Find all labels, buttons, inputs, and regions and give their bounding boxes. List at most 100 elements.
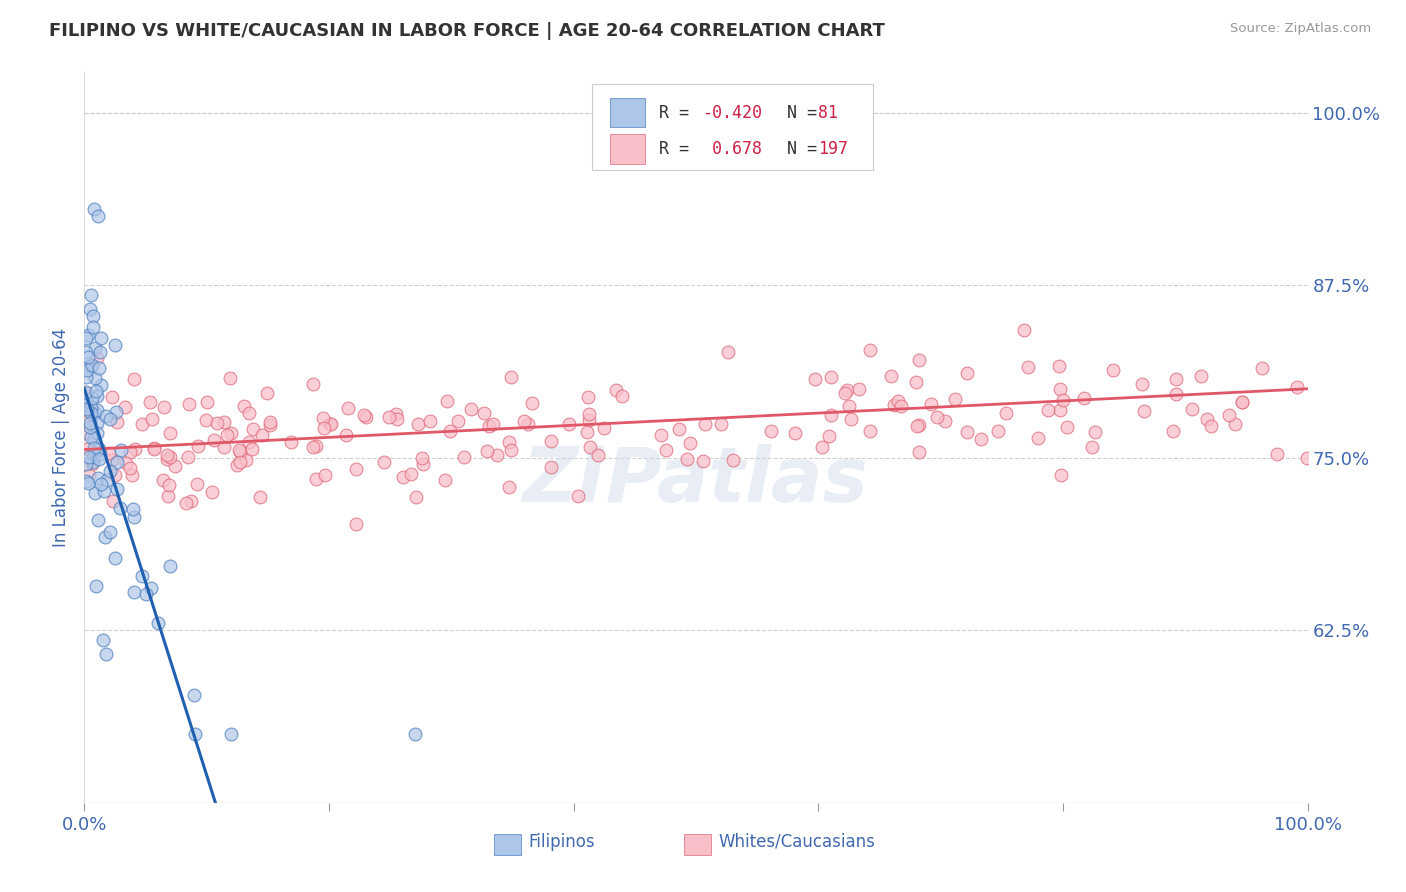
Point [804,372,827,386]
Text: R =: R = [659,140,699,158]
Point [207,416,229,430]
Point [834,386,856,401]
Point [79,430,101,444]
Text: ZIPatlas: ZIPatlas [523,444,869,518]
Point [157,478,180,492]
Point [82,309,104,323]
Point [1265,447,1288,461]
Point [148,615,170,630]
Point [837,383,859,397]
Point [1012,323,1035,337]
Point [1218,408,1240,422]
Point [447,414,470,428]
Point [314,468,336,483]
Point [540,459,562,474]
Point [87,513,110,527]
Point [501,443,523,458]
Point [80,406,103,420]
Text: 81: 81 [818,103,838,121]
Point [1080,441,1102,455]
Point [228,443,250,458]
Point [159,450,181,464]
Point [436,393,458,408]
Point [104,468,127,483]
Text: R =: R = [659,103,699,121]
Bar [683,833,710,855]
Point [761,425,783,439]
Point [335,428,357,442]
Point [242,422,264,436]
Point [994,406,1017,420]
Point [82,455,104,469]
Point [859,343,882,358]
Point [433,474,456,488]
Point [1251,361,1274,376]
Point [302,377,325,392]
Text: Source: ZipAtlas.com: Source: ZipAtlas.com [1230,22,1371,36]
Point [229,445,252,459]
Point [478,418,501,433]
Point [848,382,870,396]
Text: Filipinos: Filipinos [529,832,595,851]
Point [576,425,599,439]
Point [93,484,115,499]
Point [1026,431,1049,445]
Point [75,474,97,488]
Point [1132,404,1154,418]
Point [522,396,544,410]
Point [586,448,609,462]
Point [1073,391,1095,405]
Point [90,378,112,392]
Point [187,439,209,453]
Point [219,727,242,741]
Point [378,410,401,425]
Point [356,410,378,425]
Point [1286,380,1309,394]
Point [83,486,105,500]
Point [405,491,427,505]
Point [1017,360,1039,375]
Point [105,405,128,419]
Point [107,415,129,429]
Point [721,452,744,467]
Point [717,345,740,359]
Point [385,407,408,421]
Point [194,412,217,426]
Point [579,441,602,455]
Bar [494,833,522,855]
Text: Whites/Caucasians: Whites/Caucasians [718,832,875,851]
Point [1130,377,1153,392]
Point [883,398,905,412]
Point [122,501,145,516]
Point [83,406,105,420]
Point [186,477,208,491]
Point [880,369,903,384]
Point [399,467,422,481]
Point [605,383,627,397]
Point [141,412,163,426]
Point [76,363,98,377]
Point [142,442,165,456]
Point [226,458,249,472]
Point [679,436,702,450]
Point [785,425,807,440]
Point [498,434,520,449]
Point [100,411,122,425]
Point [238,406,260,420]
Point [104,551,127,566]
Point [385,412,408,426]
Point [120,444,142,458]
Text: N =: N = [766,140,827,158]
Point [79,450,101,464]
Point [176,450,198,465]
Point [907,418,929,433]
Point [319,417,342,432]
Point [101,453,124,467]
Point [305,439,328,453]
Point [75,425,97,440]
Point [956,425,979,440]
Point [710,417,733,431]
Point [668,422,690,436]
Point [131,417,153,431]
Point [212,440,235,454]
